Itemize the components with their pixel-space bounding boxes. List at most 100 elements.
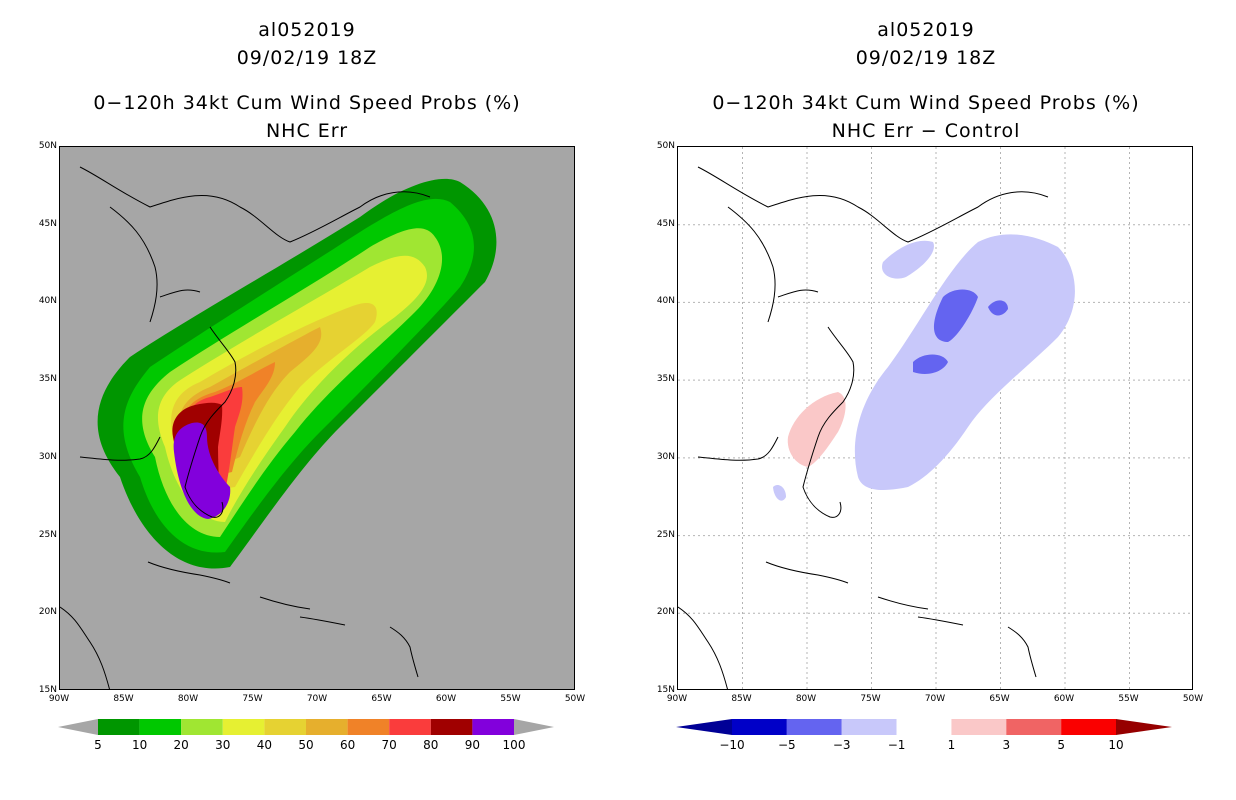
coastline-segment xyxy=(802,326,855,518)
coastline-segment xyxy=(60,606,110,689)
lat-tick-label: 20N xyxy=(38,607,57,618)
colorbar-label: 5 xyxy=(94,738,102,752)
lat-tick-label: 40N xyxy=(38,296,57,307)
coastline-segment xyxy=(299,616,346,626)
lat-tick-label: 30N xyxy=(656,451,675,462)
colorbar-swatch xyxy=(389,719,431,735)
coastline-segment xyxy=(678,606,728,689)
diff-area-plus-1 xyxy=(787,392,846,467)
lon-tick-label: 90W xyxy=(48,694,70,704)
lat-tick-label: 45N xyxy=(38,218,57,229)
coastline-segment xyxy=(79,436,161,461)
colorbar-label: 10 xyxy=(131,738,148,752)
colorbar-label: 80 xyxy=(423,738,439,752)
lat-tick-label: 30N xyxy=(38,451,57,462)
lon-tick-label: 55W xyxy=(1118,694,1139,704)
left-coastlines xyxy=(60,166,431,689)
right-difference-map xyxy=(677,146,1193,690)
colorbar-swatch xyxy=(896,719,952,735)
lon-tick-label: 75W xyxy=(242,694,263,704)
left-storm-id: al052019 xyxy=(258,19,356,41)
coastline-segment xyxy=(184,326,237,518)
lon-tick-label: 80W xyxy=(795,694,817,704)
lon-tick-label: 60W xyxy=(435,694,457,704)
diff-area-minus-1-florida xyxy=(773,485,786,501)
colorbar-low-arrow xyxy=(676,719,732,735)
colorbar-low-arrow xyxy=(58,719,98,735)
colorbar-label: 20 xyxy=(173,738,189,752)
left-colorbar xyxy=(58,717,554,737)
colorbar-label: 90 xyxy=(464,738,481,752)
colorbar-swatch xyxy=(98,719,140,735)
colorbar-swatch xyxy=(732,719,787,735)
coastline-segment xyxy=(159,289,201,298)
coastline-segment xyxy=(877,596,929,610)
lat-tick-label: 15N xyxy=(656,685,675,695)
colorbar-swatch xyxy=(472,719,514,735)
colorbar-label: −5 xyxy=(777,738,796,752)
colorbar-label: 30 xyxy=(215,738,231,752)
colorbar-swatch xyxy=(306,719,348,735)
colorbar-swatch xyxy=(786,719,842,735)
lon-tick-label: 65W xyxy=(371,694,392,704)
colorbar-label: 60 xyxy=(339,738,356,752)
colorbar-label: 70 xyxy=(381,738,397,752)
colorbar-swatch xyxy=(347,719,390,735)
probability-contours xyxy=(97,178,497,569)
colorbar-label: −1 xyxy=(887,738,906,752)
lat-tick-label: 15N xyxy=(38,685,57,695)
lat-tick-label: 50N xyxy=(38,141,57,151)
coastline-segment xyxy=(727,206,776,323)
right-product-title: 0−120h 34kt Cum Wind Speed Probs (%) xyxy=(712,92,1140,114)
lon-tick-label: 85W xyxy=(113,694,134,704)
colorbar-swatch xyxy=(139,719,182,735)
lat-tick-label: 35N xyxy=(38,374,57,385)
colorbar-high-arrow xyxy=(514,719,554,735)
lat-tick-label: 50N xyxy=(656,141,675,151)
lat-tick-label: 20N xyxy=(656,607,675,618)
colorbar-swatch xyxy=(264,719,306,735)
difference-fields xyxy=(773,234,1075,501)
lon-tick-label: 70W xyxy=(306,694,328,704)
left-subtitle: NHC Err xyxy=(265,120,349,142)
colorbar-swatch xyxy=(181,719,223,735)
lon-tick-label: 80W xyxy=(177,694,199,704)
lon-tick-label: 85W xyxy=(731,694,752,704)
colorbar-swatch xyxy=(951,719,1007,735)
colorbar-label: 1 xyxy=(947,738,956,752)
right-datetime: 09/02/19 18Z xyxy=(855,47,997,69)
coastline-segment xyxy=(917,616,964,626)
left-probability-map xyxy=(59,146,575,690)
colorbar-label: 5 xyxy=(1057,738,1065,752)
left-datetime: 09/02/19 18Z xyxy=(236,47,378,69)
colorbar-swatch xyxy=(1006,719,1062,735)
lon-tick-label: 50W xyxy=(564,694,586,704)
lon-tick-label: 55W xyxy=(500,694,521,704)
coastline-segment xyxy=(259,596,311,610)
lon-tick-label: 70W xyxy=(924,694,946,704)
lat-tick-label: 35N xyxy=(656,374,675,385)
lat-tick-label: 40N xyxy=(656,296,675,307)
lon-tick-label: 90W xyxy=(666,694,688,704)
coastline-segment xyxy=(109,206,158,323)
diff-area-minus-1 xyxy=(854,234,1075,490)
colorbar-swatch xyxy=(1061,719,1116,735)
coastline-segment xyxy=(79,166,431,243)
colorbar-label: 10 xyxy=(1108,738,1124,752)
lon-tick-label: 50W xyxy=(1182,694,1204,704)
diff-area-minus-3-b xyxy=(913,354,948,374)
coastline-segment xyxy=(389,626,419,678)
diff-area-minus-3-a xyxy=(933,289,978,342)
lon-tick-label: 75W xyxy=(860,694,881,704)
colorbar-label: −3 xyxy=(832,738,851,752)
colorbar-label: −10 xyxy=(719,738,745,752)
lon-tick-label: 60W xyxy=(1053,694,1075,704)
colorbar-swatch xyxy=(430,719,473,735)
colorbar-high-arrow xyxy=(1116,719,1172,735)
colorbar-swatch xyxy=(222,719,265,735)
right-storm-id: al052019 xyxy=(877,19,975,41)
coastline-segment xyxy=(777,289,819,298)
colorbar-label: 3 xyxy=(1002,738,1011,752)
coastline-segment xyxy=(697,436,779,461)
colorbar-swatch xyxy=(841,719,897,735)
